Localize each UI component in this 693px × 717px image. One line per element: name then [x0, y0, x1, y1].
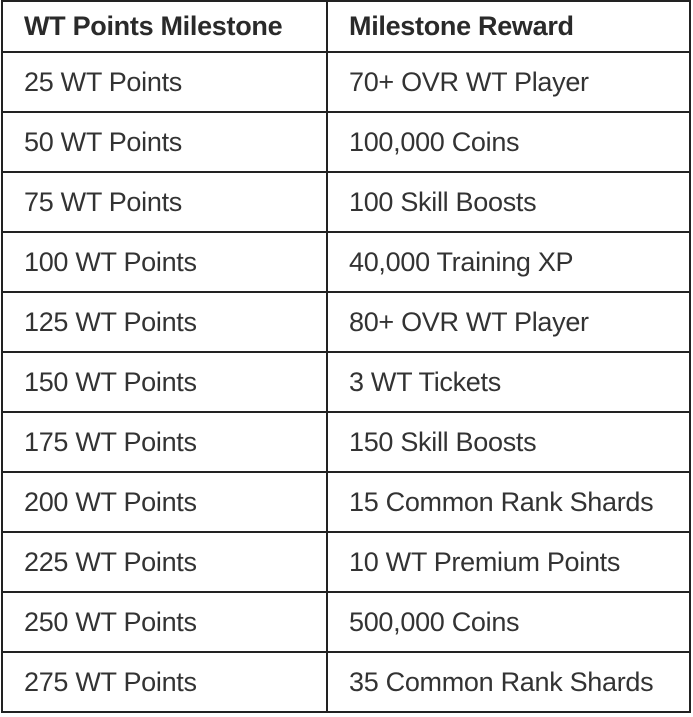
reward-cell: 70+ OVR WT Player: [326, 51, 691, 113]
reward-cell: 150 Skill Boosts: [326, 411, 691, 473]
reward-cell: 100 Skill Boosts: [326, 171, 691, 233]
reward-cell: 100,000 Coins: [326, 111, 691, 173]
milestone-cell: 100 WT Points: [1, 231, 328, 293]
milestone-cell: 75 WT Points: [1, 171, 328, 233]
milestone-cell: 175 WT Points: [1, 411, 328, 473]
header-milestone: WT Points Milestone: [1, 0, 328, 53]
table-row: 275 WT Points 35 Common Rank Shards: [1, 651, 691, 713]
reward-cell: 3 WT Tickets: [326, 351, 691, 413]
reward-cell: 80+ OVR WT Player: [326, 291, 691, 353]
milestone-cell: 50 WT Points: [1, 111, 328, 173]
reward-cell: 10 WT Premium Points: [326, 531, 691, 593]
table-row: 150 WT Points 3 WT Tickets: [1, 351, 691, 413]
table-row: 125 WT Points 80+ OVR WT Player: [1, 291, 691, 353]
reward-cell: 40,000 Training XP: [326, 231, 691, 293]
table-row: 175 WT Points 150 Skill Boosts: [1, 411, 691, 473]
milestone-cell: 125 WT Points: [1, 291, 328, 353]
table-row: 25 WT Points 70+ OVR WT Player: [1, 51, 691, 113]
milestone-cell: 25 WT Points: [1, 51, 328, 113]
reward-cell: 500,000 Coins: [326, 591, 691, 653]
milestone-cell: 250 WT Points: [1, 591, 328, 653]
table-row: 75 WT Points 100 Skill Boosts: [1, 171, 691, 233]
table-row: 50 WT Points 100,000 Coins: [1, 111, 691, 173]
table-row: 225 WT Points 10 WT Premium Points: [1, 531, 691, 593]
milestone-cell: 200 WT Points: [1, 471, 328, 533]
table-row: 250 WT Points 500,000 Coins: [1, 591, 691, 653]
table-row: 200 WT Points 15 Common Rank Shards: [1, 471, 691, 533]
milestone-cell: 150 WT Points: [1, 351, 328, 413]
table-row: 100 WT Points 40,000 Training XP: [1, 231, 691, 293]
reward-cell: 35 Common Rank Shards: [326, 651, 691, 713]
table-header-row: WT Points Milestone Milestone Reward: [1, 0, 691, 53]
header-reward: Milestone Reward: [326, 0, 691, 53]
milestone-cell: 275 WT Points: [1, 651, 328, 713]
reward-cell: 15 Common Rank Shards: [326, 471, 691, 533]
milestone-cell: 225 WT Points: [1, 531, 328, 593]
